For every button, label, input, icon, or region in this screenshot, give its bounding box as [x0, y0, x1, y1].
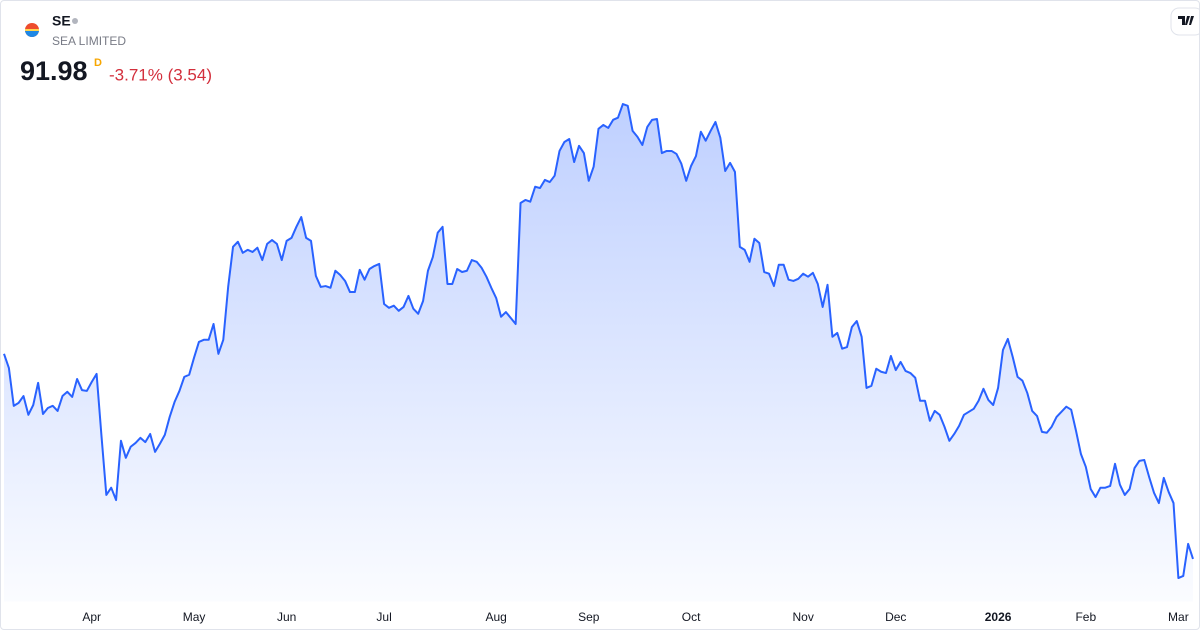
interval: D: [94, 57, 102, 69]
symbol-name: SEA LIMITED: [52, 34, 126, 48]
x-tick-label: 2026: [985, 610, 1012, 624]
x-tick-label: Jun: [277, 610, 296, 624]
x-tick-label: May: [183, 610, 206, 624]
x-tick-label: Aug: [485, 610, 506, 624]
x-tick-label: Sep: [578, 610, 600, 624]
price-change: -3.71% (3.54): [109, 65, 212, 84]
symbol-logo: [25, 23, 39, 37]
price-line: [3, 103, 1194, 580]
price-area: [4, 104, 1193, 602]
x-tick-label: Jul: [376, 610, 391, 624]
x-tick-label: Apr: [82, 610, 101, 624]
symbol: SE: [52, 13, 71, 29]
last-price: 91.98: [20, 56, 88, 86]
x-tick-label: Oct: [682, 610, 701, 624]
x-tick-label: Dec: [885, 610, 906, 624]
x-tick-label: Mar: [1168, 610, 1189, 624]
tradingview-logo[interactable]: [1170, 7, 1199, 36]
x-tick-label: Nov: [792, 610, 813, 624]
x-tick-label: Feb: [1075, 610, 1096, 624]
status-dot: [72, 18, 78, 24]
